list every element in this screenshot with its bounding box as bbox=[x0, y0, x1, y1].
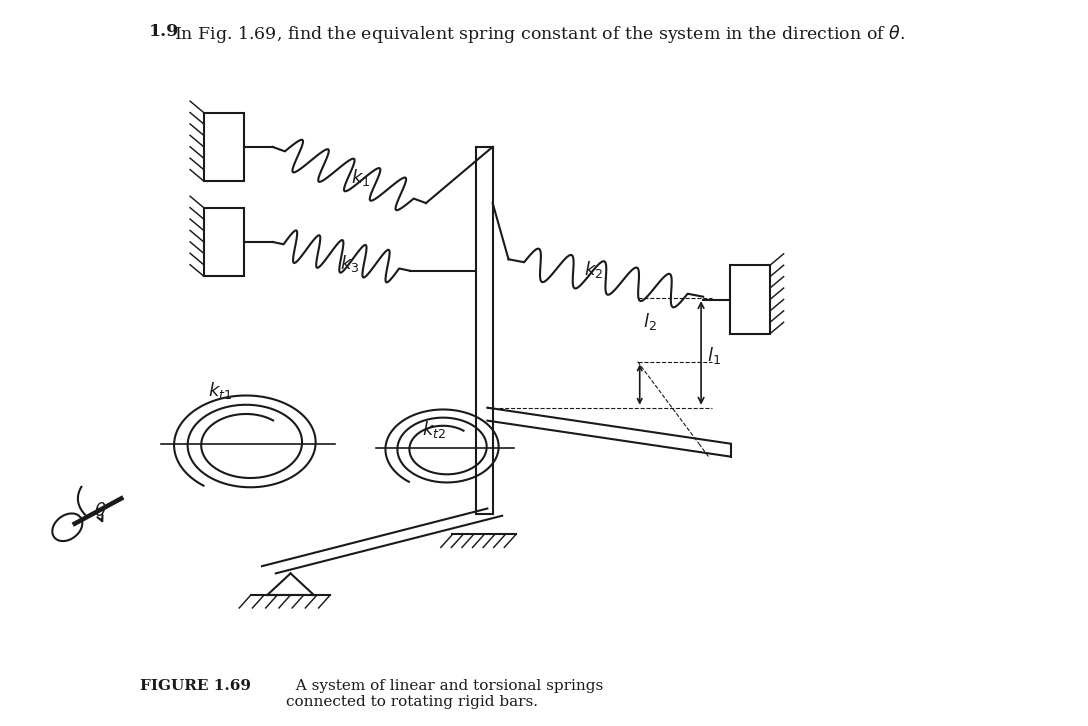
Text: 1.9: 1.9 bbox=[149, 23, 180, 40]
Text: A system of linear and torsional springs
connected to rotating rigid bars.: A system of linear and torsional springs… bbox=[286, 679, 604, 709]
Text: $\theta$: $\theta$ bbox=[94, 502, 107, 520]
Text: $k_3$: $k_3$ bbox=[341, 253, 359, 274]
Text: FIGURE 1.69: FIGURE 1.69 bbox=[140, 679, 251, 693]
Text: $k_{t2}$: $k_{t2}$ bbox=[422, 419, 446, 440]
Text: $k_{t1}$: $k_{t1}$ bbox=[208, 380, 232, 401]
Text: $k_2$: $k_2$ bbox=[583, 259, 603, 280]
Text: $l_1$: $l_1$ bbox=[707, 346, 720, 367]
Text: In Fig. 1.69, find the equivalent spring constant of the system in the direction: In Fig. 1.69, find the equivalent spring… bbox=[174, 23, 905, 45]
Text: $k_1$: $k_1$ bbox=[350, 167, 370, 187]
Text: $l_2$: $l_2$ bbox=[643, 311, 657, 332]
